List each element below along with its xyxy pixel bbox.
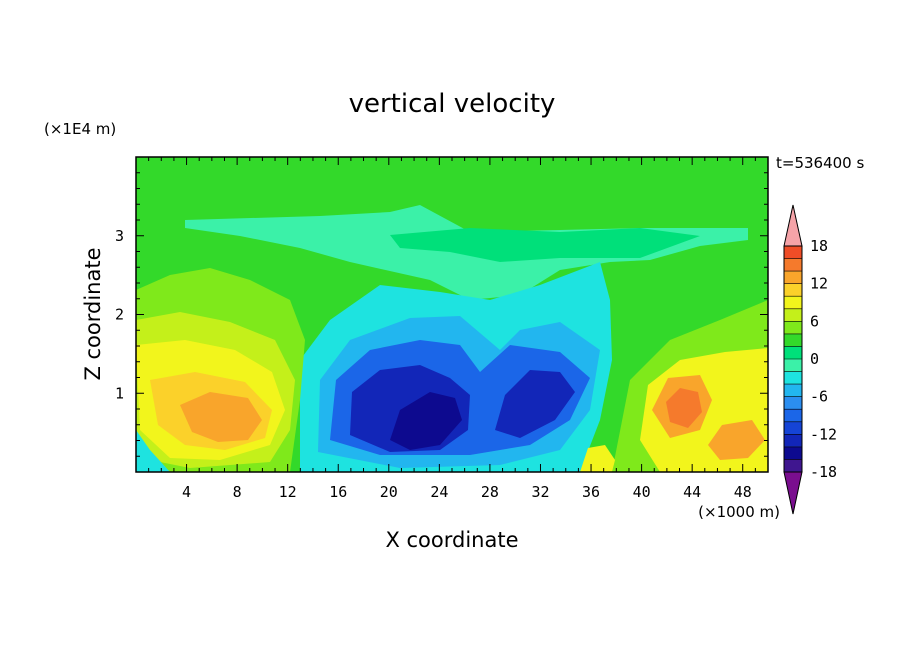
colorbar-bin [784, 296, 802, 309]
y-unit-label: (×1E4 m) [44, 120, 116, 138]
colorbar-bin [784, 246, 802, 259]
x-tick-label: 40 [633, 483, 651, 501]
x-tick-label: 20 [380, 483, 398, 501]
x-unit-label: (×1000 m) [698, 503, 780, 521]
colorbar-bin [784, 446, 802, 460]
x-tick-label: 28 [481, 483, 499, 501]
time-label: t=536400 s [776, 154, 864, 172]
contour-field [136, 157, 768, 472]
x-tick-label: 8 [233, 483, 242, 501]
colorbar-tick-label: -18 [810, 463, 837, 481]
x-tick-label: 16 [329, 483, 347, 501]
y-tick-label: 1 [115, 384, 124, 402]
colorbar-bin [784, 321, 802, 334]
region-neg-bottom [136, 430, 170, 472]
colorbar-tick-label: -6 [810, 388, 828, 406]
region-neg-18 [390, 392, 462, 450]
colorbar-bin [784, 421, 802, 435]
x-axis: 4 8 12 16 20 24 28 32 36 40 44 48 [148, 157, 756, 501]
colorbar: 18 12 6 0 -6 -12 -18 [783, 204, 837, 515]
colorbar-tick-label: 18 [810, 237, 828, 255]
band-top-green [390, 228, 700, 262]
colorbar-bin [784, 258, 802, 272]
colorbar-bin [784, 409, 802, 422]
x-tick-label: 44 [683, 483, 701, 501]
y-axis: 1 2 3 [115, 172, 768, 457]
region-pos-14-east [666, 388, 702, 428]
colorbar-bin [784, 346, 802, 359]
region-neg-east [495, 370, 575, 438]
colorbar-min-arrow [783, 471, 803, 515]
x-tick-label: 48 [734, 483, 752, 501]
x-tick-label: 12 [279, 483, 297, 501]
y-tick-label: 3 [115, 227, 124, 245]
x-tick-label: 4 [182, 483, 191, 501]
y-axis-label: Z coordinate [81, 247, 105, 380]
colorbar-bin [784, 371, 802, 385]
chart-title: vertical velocity [349, 89, 556, 119]
colorbar-bin [784, 359, 802, 372]
colorbar-max-arrow [783, 204, 803, 247]
colorbar-bin [784, 384, 802, 397]
colorbar-bin [784, 271, 802, 284]
x-tick-label: 36 [582, 483, 600, 501]
colorbar-tick-label: -12 [810, 425, 837, 443]
x-axis-label: X coordinate [385, 528, 518, 552]
colorbar-tick-label: 0 [810, 350, 819, 368]
colorbar-bin [784, 396, 802, 410]
y-tick-label: 2 [115, 306, 124, 324]
colorbar-bin [784, 283, 802, 297]
colorbar-bin [784, 308, 802, 322]
region-pos-12-west [180, 392, 262, 442]
colorbar-tick-label: 6 [810, 312, 819, 330]
x-tick-label: 32 [531, 483, 549, 501]
colorbar-tick-label: 12 [810, 275, 828, 293]
colorbar-bin [784, 434, 802, 447]
region-pos-6-bottom [580, 445, 615, 472]
colorbar-bin [784, 333, 802, 347]
colorbar-bin [784, 459, 802, 472]
region-pos-8-southeast [708, 420, 765, 460]
x-tick-label: 24 [430, 483, 448, 501]
